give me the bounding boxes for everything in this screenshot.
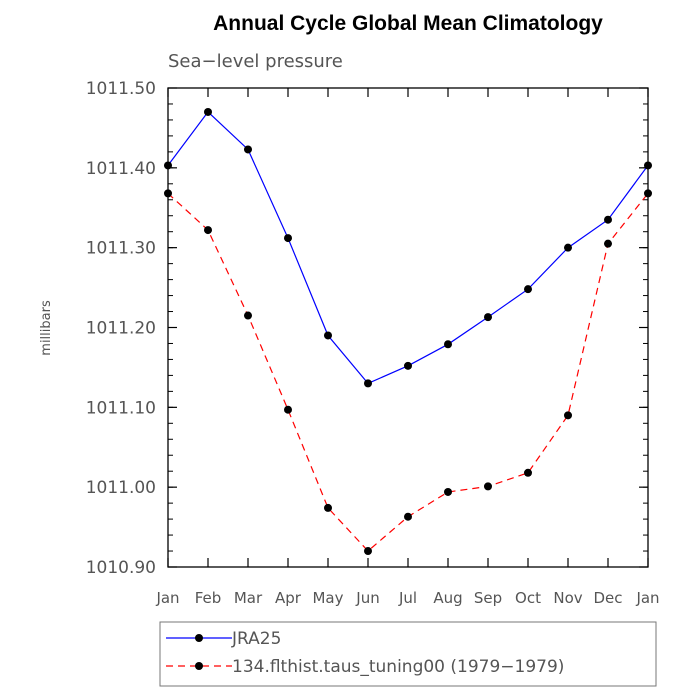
series-line-1 — [167, 111, 649, 385]
chart-subtitle: Sea−level pressure — [168, 51, 343, 72]
series-1-point — [644, 161, 652, 170]
series-2-point — [364, 547, 372, 556]
series-2-point — [164, 189, 172, 198]
x-tick-label: Nov — [553, 589, 582, 607]
y-tick-label: 1011.40 — [86, 159, 156, 179]
legend-box — [159, 621, 657, 687]
series-2-point — [324, 503, 332, 512]
plot-frame — [167, 87, 649, 568]
series-2-point — [644, 189, 652, 198]
series-2-point — [484, 482, 492, 491]
x-tick-labels: Jan Feb Mar Apr May Jun Jul Aug Sep Oct Nov Dec Jan — [155, 589, 659, 607]
x-tick-label: Feb — [195, 589, 222, 607]
y-tick-label: 1011.30 — [86, 239, 156, 259]
series-1-point — [324, 331, 332, 340]
series-lines — [167, 111, 649, 552]
series-1-point — [524, 285, 532, 294]
x-tick-label: Aug — [433, 589, 462, 607]
series-2-point — [404, 512, 412, 521]
series-1-point — [244, 145, 252, 154]
series-markers — [164, 107, 652, 556]
series-1-point — [284, 234, 292, 243]
x-tick-label: Jan — [155, 589, 179, 607]
x-tick-label: Jan — [635, 589, 659, 607]
x-tick-label: Oct — [515, 589, 541, 607]
series-1-point — [164, 161, 172, 170]
series-1-point — [604, 215, 612, 224]
chart-title: Annual Cycle Global Mean Climatology — [213, 12, 603, 35]
legend-label-2: 134.flthist.taus_tuning00 (1979−1979) — [232, 657, 564, 677]
x-tick-label: Apr — [275, 589, 302, 607]
y-tick-labels: 1010.90 1011.00 1011.10 1011.20 1011.30 1011.… — [86, 79, 156, 578]
series-2-point — [604, 239, 612, 248]
series-1-point — [484, 313, 492, 322]
series-1-point — [564, 243, 572, 252]
series-2-point — [444, 487, 452, 496]
y-tick-label: 1011.10 — [86, 398, 156, 418]
y-tick-label: 1011.50 — [86, 79, 156, 99]
series-2-point — [284, 405, 292, 414]
series-2-point — [204, 226, 212, 235]
y-tick-label: 1010.90 — [86, 558, 156, 578]
series-2-point — [524, 468, 532, 477]
series-2-point — [564, 411, 572, 420]
x-tick-label: May — [312, 589, 343, 607]
y-axis-label: millibars — [39, 300, 54, 356]
series-line-2 — [167, 192, 649, 552]
x-tick-label: Jun — [355, 589, 379, 607]
legend-label-1: JRA25 — [231, 629, 281, 649]
y-tick-label: 1011.20 — [86, 319, 156, 339]
series-1-point — [444, 340, 452, 349]
axis-ticks — [167, 87, 649, 568]
legend-marker-2 — [195, 662, 203, 670]
legend-marker-1 — [195, 634, 203, 642]
series-1-point — [204, 107, 212, 116]
x-tick-label: Mar — [234, 589, 263, 607]
series-2-point — [244, 311, 252, 320]
x-tick-label: Sep — [474, 589, 502, 607]
x-tick-label: Jul — [398, 589, 417, 607]
y-tick-label: 1011.00 — [86, 478, 156, 498]
x-tick-label: Dec — [593, 589, 622, 607]
legend: JRA25 134.flthist.taus_tuning00 (1979−197… — [159, 621, 657, 687]
series-1-point — [404, 361, 412, 370]
series-1-point — [364, 379, 372, 388]
